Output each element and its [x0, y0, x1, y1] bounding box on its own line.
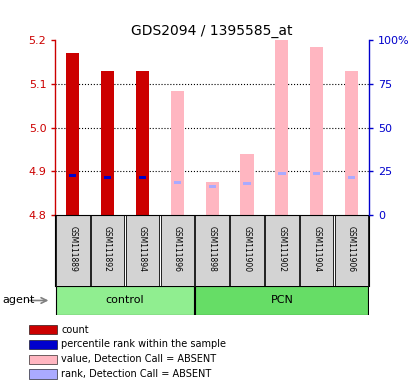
Bar [195, 286, 367, 315]
Bar [91, 215, 124, 286]
Bar [173, 181, 180, 184]
Text: GSM111894: GSM111894 [138, 226, 146, 272]
Text: agent: agent [2, 295, 34, 306]
Bar [195, 215, 228, 286]
Bar [240, 154, 253, 215]
Text: GSM111892: GSM111892 [103, 226, 112, 272]
Text: value, Detection Call = ABSENT: value, Detection Call = ABSENT [61, 354, 216, 364]
Bar [69, 174, 76, 177]
Title: GDS2094 / 1395585_at: GDS2094 / 1395585_at [131, 24, 292, 38]
Text: GSM111906: GSM111906 [346, 226, 355, 272]
Bar [135, 71, 149, 215]
Bar [160, 215, 193, 286]
Bar [347, 176, 354, 179]
Text: GSM111896: GSM111896 [173, 226, 181, 272]
Text: GSM111898: GSM111898 [207, 226, 216, 272]
Text: GSM111902: GSM111902 [277, 226, 285, 272]
Text: percentile rank within the sample: percentile rank within the sample [61, 339, 226, 349]
Bar [29, 340, 57, 349]
Text: control: control [106, 295, 144, 306]
Bar [170, 91, 184, 215]
Bar [243, 182, 250, 185]
Bar [29, 325, 57, 334]
Bar [344, 71, 357, 215]
Bar [265, 215, 298, 286]
Text: GSM111889: GSM111889 [68, 226, 77, 272]
Text: rank, Detection Call = ABSENT: rank, Detection Call = ABSENT [61, 369, 211, 379]
Bar [56, 215, 89, 286]
Bar [230, 215, 263, 286]
Bar [126, 215, 159, 286]
Bar [274, 40, 288, 215]
Bar [312, 172, 319, 175]
Bar [56, 286, 193, 315]
Bar [66, 53, 79, 215]
Bar [208, 185, 215, 188]
Bar [139, 176, 146, 179]
Bar [299, 215, 333, 286]
Text: GSM111904: GSM111904 [312, 226, 320, 272]
Text: PCN: PCN [270, 295, 292, 306]
Bar [309, 47, 323, 215]
Text: GSM111900: GSM111900 [242, 226, 251, 272]
Bar [101, 71, 114, 215]
Bar [334, 215, 367, 286]
Bar [104, 176, 111, 179]
Text: count: count [61, 324, 89, 335]
Bar [29, 354, 57, 364]
Bar [278, 172, 285, 175]
Bar [29, 369, 57, 379]
Bar [205, 182, 218, 215]
